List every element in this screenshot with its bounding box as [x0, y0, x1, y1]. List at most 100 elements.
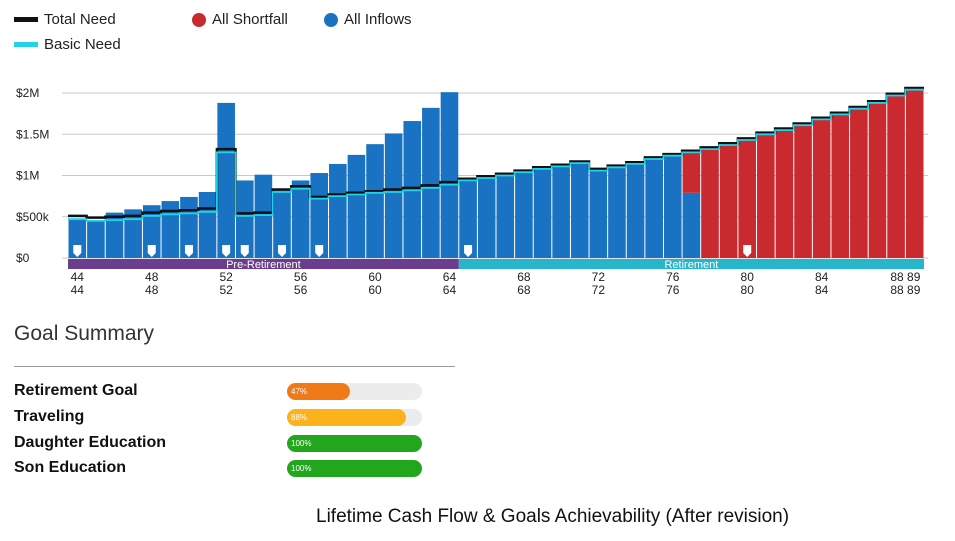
goal-marker-icon [240, 245, 249, 257]
x-tick-label: 48 [145, 270, 159, 284]
inflow-bar [552, 166, 570, 258]
phase-label: Retirement [664, 259, 718, 271]
y-tick-label: $0 [16, 251, 30, 265]
goal-row: Retirement Goal 47% [14, 381, 434, 401]
inflow-bar [384, 133, 403, 258]
goal-progress-fill: 88% [287, 409, 406, 426]
inflow-bar [440, 92, 459, 258]
inflow-bar [161, 201, 180, 258]
inflow-bar [310, 173, 329, 258]
goal-progress-track: 100% [287, 435, 422, 452]
legend-all-shortfall-label: All Shortfall [212, 11, 288, 28]
x-tick-label: 52 [219, 270, 233, 284]
inflow-bar [124, 209, 142, 258]
goal-label: Son Education [14, 459, 126, 476]
x-tick-label: 48 [145, 283, 159, 297]
goal-progress-fill: 47% [287, 383, 351, 400]
goal-percent-label: 100% [291, 464, 312, 473]
shortfall-bar [682, 150, 701, 193]
shortfall-bar [887, 93, 905, 258]
x-tick-label: 76 [666, 270, 680, 284]
shortfall-bar [775, 128, 794, 258]
goal-marker-icon [222, 245, 231, 257]
goal-row: Son Education 100% [14, 458, 434, 478]
y-tick-label: $2M [16, 86, 39, 100]
total-need-swatch [14, 17, 38, 22]
inflow-bar [105, 212, 124, 258]
inflow-bar [366, 144, 384, 258]
x-tick-label: 52 [219, 283, 233, 297]
x-tick-label: 88 89 [890, 270, 920, 284]
x-tick-label: 64 [443, 270, 457, 284]
inflow-bar [254, 174, 273, 258]
inflow-bar [217, 102, 235, 259]
inflow-bar [682, 192, 701, 258]
x-tick-label: 76 [666, 283, 680, 297]
inflow-bar [477, 177, 496, 258]
goal-label: Traveling [14, 408, 85, 425]
x-tick-label: 44 [71, 270, 85, 284]
y-tick-label: $500k [16, 210, 50, 224]
goal-marker-icon [278, 245, 286, 257]
inflow-bar [645, 159, 663, 258]
shortfall-bar [794, 123, 812, 259]
goal-marker-icon [184, 245, 193, 257]
inflow-bar [570, 163, 589, 258]
goal-row: Daughter Education 100% [14, 433, 434, 453]
x-tick-label: 68 [517, 283, 531, 297]
x-tick-label: 60 [368, 283, 382, 297]
goal-percent-label: 100% [291, 439, 312, 448]
figure-caption: Lifetime Cash Flow & Goals Achievability… [316, 506, 790, 527]
inflow-bar [235, 180, 254, 258]
shortfall-bar [812, 117, 831, 258]
legend-all-inflows-label: All Inflows [344, 11, 412, 28]
goal-marker-icon [464, 245, 473, 257]
x-tick-label: 64 [443, 283, 457, 297]
goal-progress-fill: 100% [287, 460, 422, 477]
inflows-swatch [324, 12, 338, 27]
phase-band [458, 259, 924, 269]
legend-total-need-label: Total Need [44, 11, 116, 28]
phase-label: Pre-Retirement [226, 259, 301, 271]
y-tick-label: $1M [16, 169, 39, 183]
inflow-bar [87, 220, 105, 258]
inflow-bar [180, 196, 198, 258]
x-tick-label: 56 [294, 270, 308, 284]
legend-total-need: Total Need [14, 11, 116, 28]
x-tick-label: 72 [592, 270, 606, 284]
basic-need-swatch [14, 42, 38, 47]
goal-progress-track: 88% [287, 409, 422, 426]
x-tick-label: 68 [517, 270, 531, 284]
shortfall-bar [701, 147, 719, 258]
goal-row: Traveling 88% [14, 407, 434, 427]
inflow-bar [515, 172, 533, 258]
x-tick-label: 60 [368, 270, 382, 284]
goal-summary-title: Goal Summary [14, 322, 155, 345]
inflow-bar [273, 188, 291, 258]
inflow-bar [198, 192, 217, 258]
legend-basic-need: Basic Need [14, 36, 121, 53]
inflow-bar [291, 180, 310, 258]
inflow-bar [589, 170, 608, 258]
shortfall-bar [719, 143, 738, 258]
goal-marker-icon [147, 245, 156, 257]
x-tick-label: 44 [71, 283, 85, 297]
x-tick-label: 72 [592, 283, 606, 297]
goal-summary-divider [14, 366, 455, 367]
inflow-bar [533, 168, 552, 258]
shortfall-bar [850, 107, 868, 259]
shortfall-bar [831, 112, 850, 258]
legend-basic-need-label: Basic Need [44, 36, 121, 53]
goal-label: Daughter Education [14, 434, 167, 451]
inflow-bar [496, 174, 515, 258]
legend-all-shortfall: All Shortfall [192, 11, 288, 28]
goal-marker-icon [73, 245, 82, 257]
inflow-bar [459, 180, 477, 258]
goal-progress-fill: 100% [287, 435, 422, 452]
y-tick-label: $1.5M [16, 127, 49, 141]
x-tick-label: 80 [741, 270, 755, 284]
shortfall-bar [738, 138, 757, 258]
shortfall-swatch [192, 12, 206, 27]
inflow-bar [663, 155, 682, 258]
phase-band [68, 259, 459, 269]
